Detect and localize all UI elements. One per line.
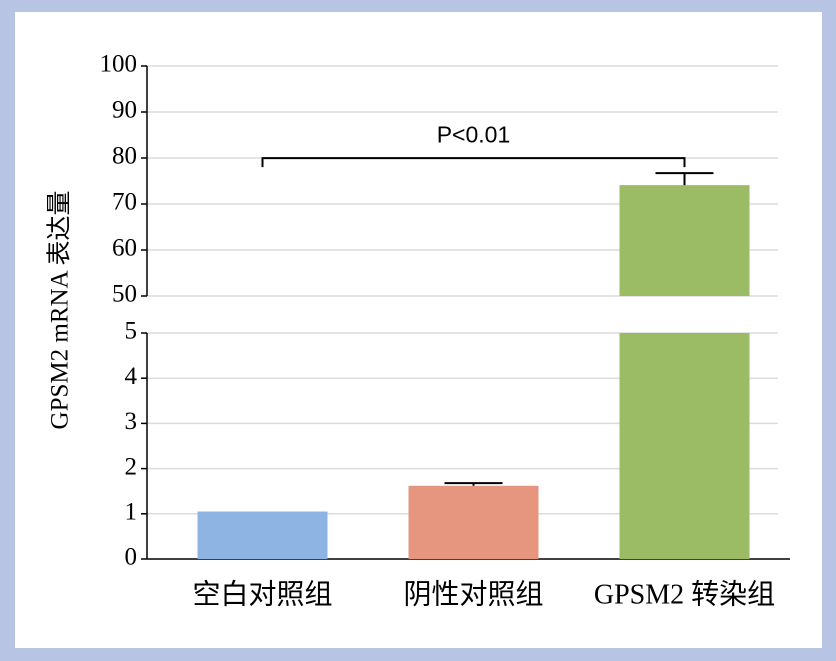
bar bbox=[619, 185, 750, 296]
bar bbox=[408, 485, 539, 559]
y-tick-label: 3 bbox=[125, 408, 138, 435]
y-axis-title: GPSM2 mRNA 表达量 bbox=[46, 191, 74, 430]
y-tick-label: 0 bbox=[125, 544, 138, 571]
y-tick-label: 2 bbox=[125, 453, 138, 480]
y-tick-label: 70 bbox=[112, 189, 137, 216]
y-tick-label: 90 bbox=[112, 97, 137, 124]
annotation: P<0.01 bbox=[437, 121, 511, 147]
y-tick-label: 100 bbox=[100, 51, 138, 78]
x-tick-label: 空白对照组 bbox=[192, 578, 332, 610]
y-tick-label: 50 bbox=[112, 281, 137, 308]
bar bbox=[619, 333, 750, 559]
bar bbox=[197, 511, 328, 559]
y-tick-label: 80 bbox=[112, 143, 137, 170]
y-tick-label: 5 bbox=[125, 318, 138, 345]
y-tick-label: 4 bbox=[125, 363, 138, 390]
error-bar bbox=[655, 172, 714, 186]
x-tick-label: GPSM2 转染组 bbox=[594, 578, 775, 610]
y-tick-label: 60 bbox=[112, 235, 137, 262]
error-bar bbox=[444, 482, 503, 486]
x-tick-label: 阴性对照组 bbox=[403, 578, 543, 610]
significance-bracket bbox=[261, 157, 686, 168]
y-tick-label: 1 bbox=[125, 499, 138, 526]
